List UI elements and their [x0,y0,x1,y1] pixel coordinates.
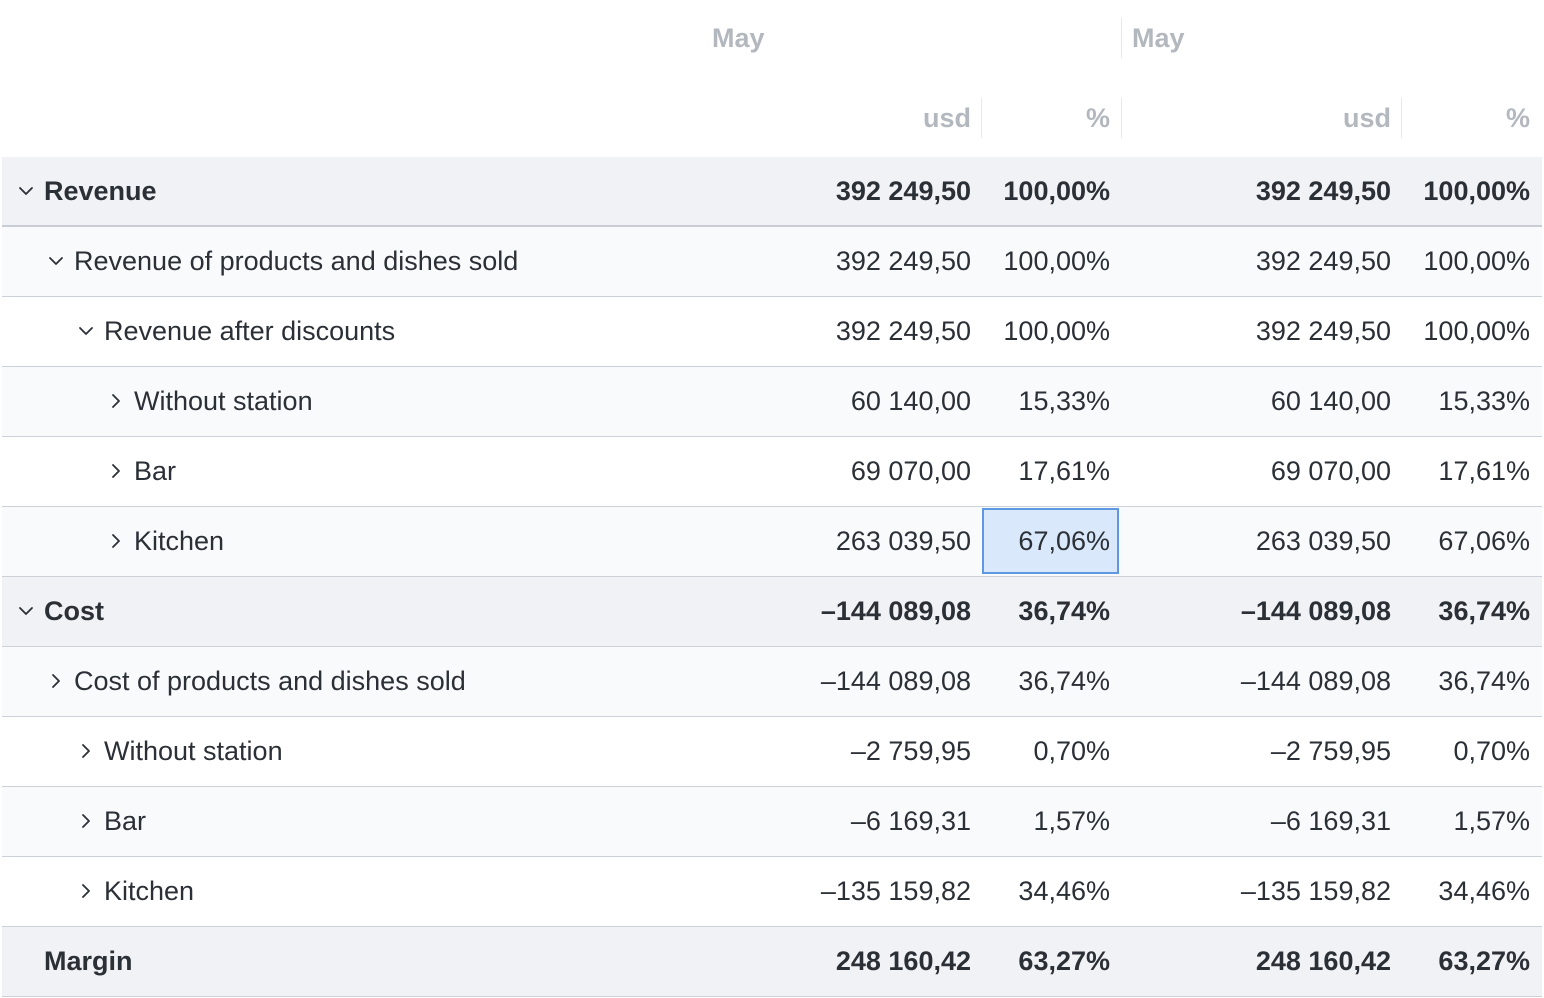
table-body: Revenue 392 249,50 100,00% 392 249,50 100,00… [2,157,1542,997]
usd-cell[interactable]: 263 039,50 [835,526,971,556]
row-label: Kitchen [134,526,225,556]
usd-cell[interactable]: 60 140,00 [850,386,971,416]
usd-cell[interactable]: 248 160,42 [835,946,971,976]
usd-cell[interactable]: –144 089,08 [1240,596,1391,626]
chevron-down-icon[interactable] [46,227,66,296]
usd-cell[interactable]: 392 249,50 [835,246,971,276]
chevron-down-icon[interactable] [76,297,96,366]
percent-cell[interactable]: 36,74% [1018,596,1110,626]
column-header-usd-1[interactable]: usd [922,103,971,133]
table-row[interactable]: Without station 60 140,00 15,33% 60 140,00 1… [2,367,1542,437]
table-row[interactable]: Bar –6 169,31 1,57% –6 169,31 1,57% [2,787,1542,857]
usd-cell[interactable]: 69 070,00 [1270,456,1391,486]
table-row[interactable]: Kitchen 263 039,50 67,06% 263 039,50 67,06% [2,507,1542,577]
column-header-percent-1[interactable]: % [1085,103,1110,133]
percent-cell[interactable]: 67,06% [1438,526,1530,556]
usd-cell[interactable]: –2 759,95 [850,736,971,766]
period-divider [1121,18,1122,58]
percent-cell[interactable]: 67,06% [1018,526,1110,556]
table-row[interactable]: Margin 248 160,42 63,27% 248 160,42 63,27% [2,927,1542,997]
chevron-right-icon[interactable] [106,367,126,436]
usd-cell[interactable]: –144 089,08 [820,596,971,626]
percent-cell[interactable]: 100,00% [1003,176,1110,206]
period-header-2[interactable]: May [1132,23,1185,53]
percent-cell[interactable]: 100,00% [1423,316,1530,346]
table-row[interactable]: Kitchen –135 159,82 34,46% –135 159,82 34,46… [2,857,1542,927]
percent-cell[interactable]: 0,70% [1453,736,1530,766]
chevron-down-icon[interactable] [16,577,36,646]
percent-cell[interactable]: 15,33% [1438,386,1530,416]
usd-cell[interactable]: 248 160,42 [1255,946,1391,976]
row-label: Cost [44,596,104,626]
usd-cell[interactable]: –2 759,95 [1270,736,1391,766]
table-row[interactable]: Without station –2 759,95 0,70% –2 759,95 0,… [2,717,1542,787]
column-header-usd-2[interactable]: usd [1342,103,1391,133]
usd-cell[interactable]: –6 169,31 [850,806,971,836]
row-label: Cost of products and dishes sold [74,666,466,696]
row-label: Revenue after discounts [104,316,396,346]
row-label: Without station [134,386,313,416]
usd-cell[interactable]: 69 070,00 [850,456,971,486]
percent-cell[interactable]: 17,61% [1438,456,1530,486]
column-divider [1121,98,1122,138]
chevron-right-icon[interactable] [76,857,96,926]
percent-cell[interactable]: 17,61% [1018,456,1110,486]
usd-cell[interactable]: –144 089,08 [820,666,971,696]
row-label: Revenue [44,176,157,206]
chevron-right-icon[interactable] [76,787,96,856]
chevron-down-icon[interactable] [16,157,36,226]
row-label: Kitchen [104,876,195,906]
table-row[interactable]: Revenue 392 249,50 100,00% 392 249,50 100,00… [2,157,1542,227]
percent-cell[interactable]: 100,00% [1003,316,1110,346]
column-divider [981,98,982,138]
column-header-percent-2[interactable]: % [1505,103,1530,133]
chevron-right-icon[interactable] [46,647,66,716]
usd-cell[interactable]: –6 169,31 [1270,806,1391,836]
percent-cell[interactable]: 34,46% [1438,876,1530,906]
table-row[interactable]: Revenue after discounts 392 249,50 100,00%… [2,297,1542,367]
usd-cell[interactable]: –135 159,82 [1240,876,1391,906]
table-row[interactable]: Cost –144 089,08 36,74% –144 089,08 36,74% [2,577,1542,647]
percent-cell[interactable]: 0,70% [1033,736,1110,766]
table-row[interactable]: Revenue of products and dishes sold 392 2… [2,227,1542,297]
usd-cell[interactable]: 392 249,50 [835,316,971,346]
usd-cell[interactable]: –135 159,82 [820,876,971,906]
row-label: Bar [134,456,177,486]
percent-cell[interactable]: 100,00% [1003,246,1110,276]
percent-cell[interactable]: 1,57% [1033,806,1110,836]
usd-cell[interactable]: 392 249,50 [1255,316,1391,346]
usd-cell[interactable]: 392 249,50 [1255,176,1391,206]
percent-cell[interactable]: 15,33% [1018,386,1110,416]
usd-cell[interactable]: 263 039,50 [1255,526,1391,556]
percent-cell[interactable]: 100,00% [1423,176,1530,206]
table-row[interactable]: Bar 69 070,00 17,61% 69 070,00 17,61% [2,437,1542,507]
row-label: Revenue of products and dishes sold [74,246,519,276]
percent-cell[interactable]: 63,27% [1438,946,1530,976]
usd-cell[interactable]: 60 140,00 [1270,386,1391,416]
chevron-right-icon[interactable] [106,507,126,576]
usd-cell[interactable]: –144 089,08 [1240,666,1391,696]
usd-cell[interactable]: 392 249,50 [835,176,971,206]
percent-cell[interactable]: 36,74% [1438,596,1530,626]
percent-cell[interactable]: 100,00% [1423,246,1530,276]
percent-cell[interactable]: 36,74% [1438,666,1530,696]
row-label: Margin [44,946,133,976]
chevron-right-icon[interactable] [106,437,126,506]
percent-cell[interactable]: 63,27% [1018,946,1110,976]
chevron-right-icon[interactable] [76,717,96,786]
row-label: Without station [104,736,283,766]
percent-cell[interactable]: 34,46% [1018,876,1110,906]
column-divider [1401,98,1402,138]
usd-cell[interactable]: 392 249,50 [1255,246,1391,276]
period-header-1[interactable]: May [712,23,765,53]
percent-cell[interactable]: 1,57% [1453,806,1530,836]
percent-cell[interactable]: 36,74% [1018,666,1110,696]
table-row[interactable]: Cost of products and dishes sold –144 089… [2,647,1542,717]
selected-cell-highlight [982,508,1119,574]
row-label: Bar [104,806,147,836]
